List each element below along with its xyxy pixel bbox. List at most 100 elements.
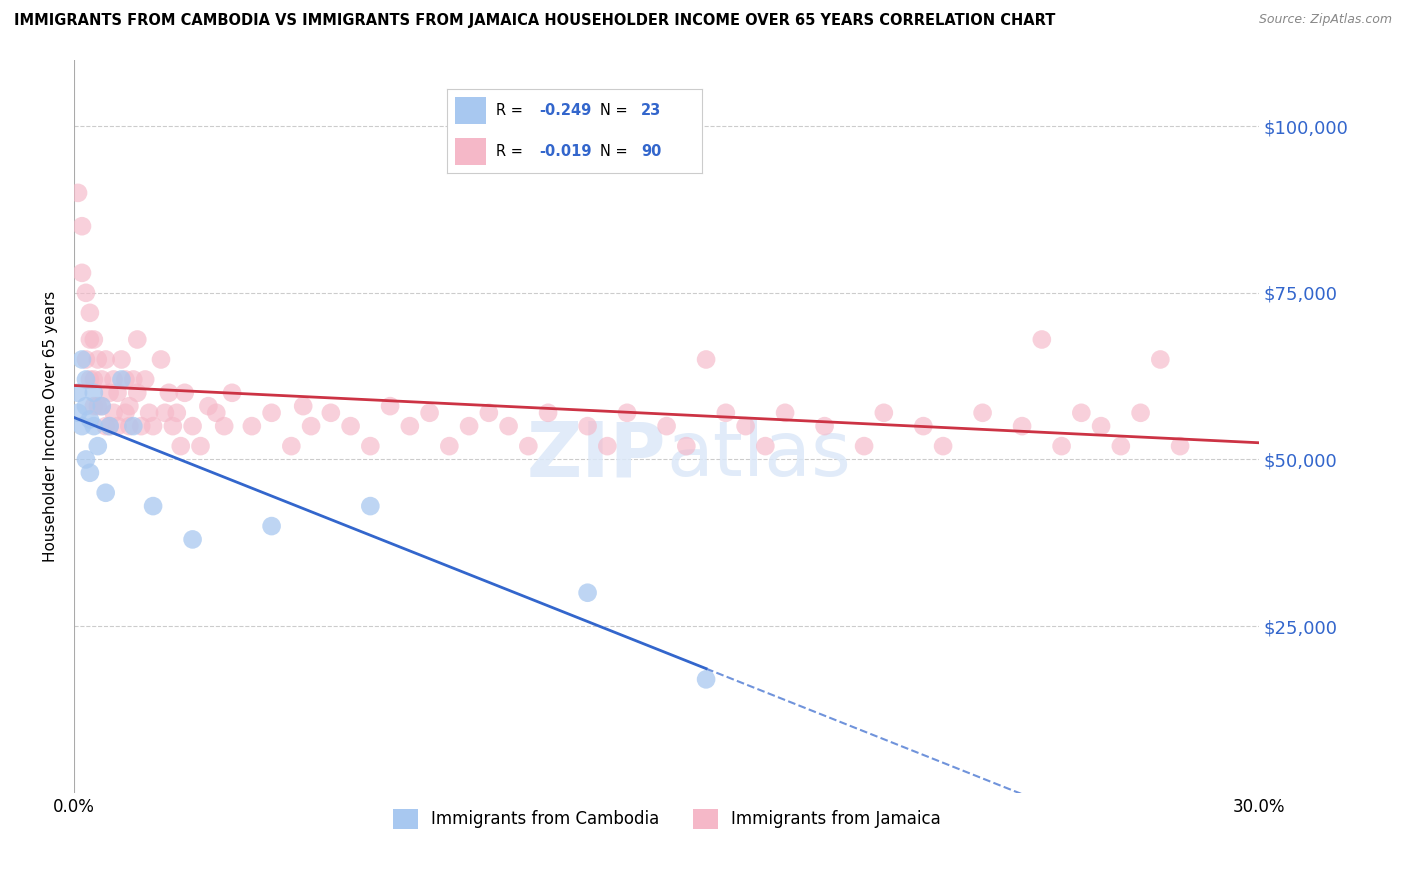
Point — [79, 372, 101, 386]
Point — [596, 439, 619, 453]
Point — [280, 439, 302, 453]
Point — [1149, 352, 1171, 367]
Point — [122, 372, 145, 386]
Point — [339, 419, 361, 434]
Point — [773, 406, 796, 420]
Point — [912, 419, 935, 434]
Point — [754, 439, 776, 453]
Point — [173, 385, 195, 400]
Point — [83, 385, 105, 400]
Point — [853, 439, 876, 453]
Point — [1168, 439, 1191, 453]
Point — [439, 439, 461, 453]
Point — [83, 372, 105, 386]
Y-axis label: Householder Income Over 65 years: Householder Income Over 65 years — [44, 291, 58, 562]
Point — [166, 406, 188, 420]
Point — [714, 406, 737, 420]
Point — [70, 352, 93, 367]
Point — [110, 352, 132, 367]
Point — [458, 419, 481, 434]
Point — [79, 466, 101, 480]
Point — [319, 406, 342, 420]
Point — [150, 352, 173, 367]
Point — [157, 385, 180, 400]
Point — [83, 399, 105, 413]
Point — [75, 352, 97, 367]
Point — [537, 406, 560, 420]
Point — [292, 399, 315, 413]
Point — [87, 352, 110, 367]
Point — [127, 385, 149, 400]
Point — [1129, 406, 1152, 420]
Point — [142, 499, 165, 513]
Legend: Immigrants from Cambodia, Immigrants from Jamaica: Immigrants from Cambodia, Immigrants fro… — [385, 802, 948, 836]
Text: atlas: atlas — [666, 418, 852, 492]
Point — [1090, 419, 1112, 434]
Point — [378, 399, 401, 413]
Point — [221, 385, 243, 400]
Point — [83, 333, 105, 347]
Point — [478, 406, 501, 420]
Point — [90, 399, 112, 413]
Point — [1050, 439, 1073, 453]
Point — [79, 306, 101, 320]
Point — [110, 372, 132, 386]
Point — [114, 406, 136, 420]
Point — [517, 439, 540, 453]
Point — [67, 385, 90, 400]
Point — [75, 285, 97, 300]
Point — [1011, 419, 1033, 434]
Point — [75, 452, 97, 467]
Point — [813, 419, 835, 434]
Point — [90, 372, 112, 386]
Point — [695, 673, 717, 687]
Point — [70, 419, 93, 434]
Point — [67, 406, 90, 420]
Text: IMMIGRANTS FROM CAMBODIA VS IMMIGRANTS FROM JAMAICA HOUSEHOLDER INCOME OVER 65 Y: IMMIGRANTS FROM CAMBODIA VS IMMIGRANTS F… — [14, 13, 1056, 29]
Point — [170, 439, 193, 453]
Point — [118, 399, 141, 413]
Point — [162, 419, 184, 434]
Point — [70, 219, 93, 234]
Point — [197, 399, 219, 413]
Point — [79, 412, 101, 426]
Point — [134, 372, 156, 386]
Point — [260, 406, 283, 420]
Point — [138, 406, 160, 420]
Point — [153, 406, 176, 420]
Point — [98, 419, 121, 434]
Point — [107, 385, 129, 400]
Point — [181, 533, 204, 547]
Point — [359, 439, 381, 453]
Point — [127, 333, 149, 347]
Point — [972, 406, 994, 420]
Point — [67, 186, 90, 200]
Point — [94, 419, 117, 434]
Point — [359, 499, 381, 513]
Point — [94, 485, 117, 500]
Point — [83, 419, 105, 434]
Point — [118, 419, 141, 434]
Point — [695, 352, 717, 367]
Point — [90, 399, 112, 413]
Point — [87, 439, 110, 453]
Point — [212, 419, 235, 434]
Point — [70, 266, 93, 280]
Text: ZIP: ZIP — [527, 418, 666, 492]
Point — [932, 439, 955, 453]
Point — [616, 406, 638, 420]
Point — [299, 419, 322, 434]
Point — [98, 385, 121, 400]
Point — [75, 399, 97, 413]
Point — [498, 419, 520, 434]
Point — [1070, 406, 1092, 420]
Point — [114, 372, 136, 386]
Point — [107, 419, 129, 434]
Point — [98, 419, 121, 434]
Point — [181, 419, 204, 434]
Point — [94, 352, 117, 367]
Point — [873, 406, 896, 420]
Point — [240, 419, 263, 434]
Point — [205, 406, 228, 420]
Point — [142, 419, 165, 434]
